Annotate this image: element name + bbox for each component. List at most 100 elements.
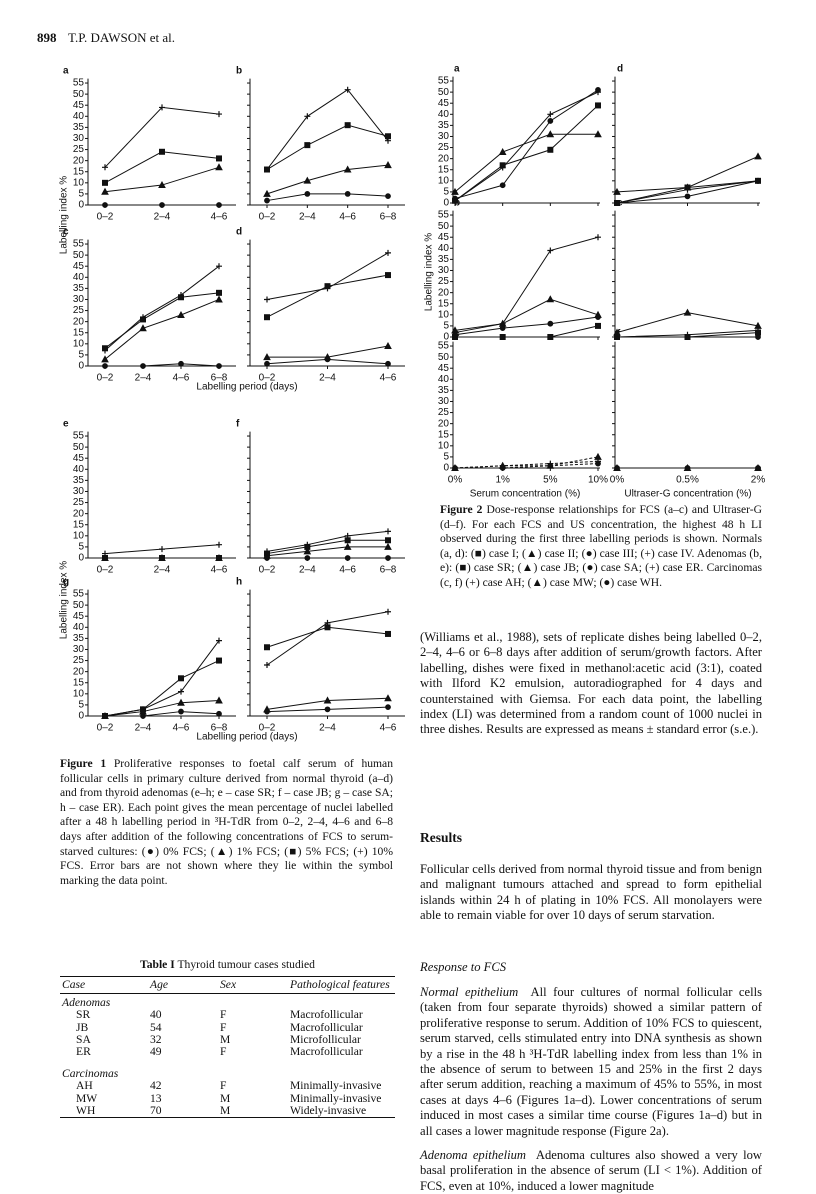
y-tick-label: 20 bbox=[73, 155, 85, 166]
series-line bbox=[266, 89, 389, 170]
x-tick-label: 4–6 bbox=[211, 212, 228, 223]
series-line bbox=[104, 660, 220, 717]
marker-square bbox=[324, 283, 331, 290]
x-tick-label: 5% bbox=[543, 475, 558, 486]
x-axis-title: Labelling period (days) bbox=[196, 732, 297, 743]
marker-plus bbox=[102, 164, 108, 171]
y-tick-label: 30 bbox=[73, 294, 85, 305]
y-tick-label: 0 bbox=[78, 200, 84, 211]
lead: Adenoma epithelium bbox=[420, 1148, 527, 1162]
table-cell: Minimally-invasive bbox=[290, 1091, 382, 1105]
marker-square bbox=[178, 294, 184, 301]
marker-circle bbox=[159, 202, 165, 208]
marker-plus bbox=[159, 546, 165, 553]
y-tick-label: 20 bbox=[73, 316, 85, 327]
marker-circle bbox=[755, 334, 761, 340]
table-cell: F bbox=[220, 1020, 227, 1034]
marker-circle bbox=[140, 713, 146, 719]
table-cell: 70 bbox=[148, 1104, 218, 1119]
marker-circle bbox=[385, 555, 391, 561]
y-tick-label: 55 bbox=[73, 589, 85, 600]
panel-label: b bbox=[236, 66, 242, 77]
marker-triangle bbox=[546, 130, 555, 138]
marker-square bbox=[344, 122, 351, 129]
y-tick-label: 10 bbox=[73, 688, 85, 699]
series-line bbox=[104, 299, 220, 360]
marker-plus bbox=[159, 104, 165, 111]
y-tick-label: 35 bbox=[438, 254, 450, 265]
marker-square bbox=[140, 316, 146, 323]
marker-triangle bbox=[177, 310, 185, 318]
marker-triangle bbox=[158, 180, 166, 189]
marker-circle bbox=[102, 363, 108, 369]
series-line bbox=[454, 133, 598, 193]
y-tick-label: 25 bbox=[73, 144, 85, 155]
table-title: Table I Thyroid tumour cases studied bbox=[60, 958, 395, 973]
panel-label: c bbox=[63, 227, 69, 238]
y-tick-label: 20 bbox=[438, 153, 450, 164]
marker-plus bbox=[595, 89, 601, 96]
y-tick-label: 25 bbox=[438, 407, 450, 418]
marker-circle bbox=[159, 555, 165, 561]
x-tick-label: 0–2 bbox=[97, 373, 114, 384]
paragraph: Follicular cells derived from normal thy… bbox=[420, 862, 762, 923]
marker-square bbox=[216, 289, 222, 296]
marker-circle bbox=[684, 465, 691, 471]
paragraph: Adenoma epithelium Adenoma cultures also… bbox=[420, 1148, 762, 1194]
y-tick-label: 25 bbox=[73, 497, 85, 508]
y-tick-label: 35 bbox=[438, 120, 450, 131]
marker-circle bbox=[614, 465, 620, 471]
series-line bbox=[455, 463, 599, 469]
marker-plus bbox=[264, 661, 270, 668]
marker-circle bbox=[547, 320, 554, 327]
marker-triangle bbox=[263, 353, 271, 361]
y-tick-label: 45 bbox=[438, 98, 450, 109]
y-tick-label: 0 bbox=[443, 198, 449, 209]
table-cell: M bbox=[218, 1104, 288, 1119]
panel-label: d bbox=[236, 227, 242, 238]
y-tick-label: 40 bbox=[438, 109, 450, 120]
x-tick-label: 0.5% bbox=[676, 475, 699, 486]
paragraph-text: All four cultures of normal follicular c… bbox=[420, 985, 762, 1138]
marker-triangle bbox=[546, 295, 555, 303]
x-tick-label: 2–4 bbox=[135, 723, 152, 734]
y-tick-label: 30 bbox=[438, 131, 450, 142]
marker-square bbox=[385, 537, 391, 544]
series-line bbox=[266, 164, 389, 195]
x-tick-label: 4–6 bbox=[211, 565, 228, 576]
y-tick-label: 5 bbox=[78, 350, 84, 361]
marker-circle bbox=[499, 182, 506, 189]
marker-circle bbox=[385, 704, 391, 711]
y-tick-label: 20 bbox=[73, 508, 85, 519]
marker-triangle bbox=[343, 165, 352, 173]
marker-square bbox=[547, 334, 554, 340]
table-cell: M bbox=[220, 1091, 231, 1105]
y-tick-label: 0 bbox=[78, 711, 84, 722]
y-axis-title: Labelling index % bbox=[424, 233, 435, 311]
table-cell: 54 bbox=[150, 1020, 162, 1034]
marker-square bbox=[216, 155, 222, 162]
series-line bbox=[104, 106, 220, 168]
y-tick-label: 30 bbox=[438, 396, 450, 407]
y-tick-label: 20 bbox=[73, 666, 85, 677]
marker-square bbox=[159, 148, 165, 155]
x-tick-label: 2% bbox=[751, 475, 766, 486]
y-tick-label: 5 bbox=[443, 452, 449, 463]
table-cell: Macrofollicular bbox=[290, 1045, 363, 1059]
series-line bbox=[266, 252, 389, 300]
marker-plus bbox=[178, 688, 184, 695]
marker-plus bbox=[452, 329, 458, 336]
table-cell: F bbox=[220, 1008, 227, 1022]
table-cell: F bbox=[220, 1079, 227, 1093]
series-line bbox=[104, 292, 220, 349]
y-tick-label: 35 bbox=[73, 283, 85, 294]
y-tick-label: 50 bbox=[438, 221, 450, 232]
y-tick-label: 35 bbox=[73, 475, 85, 486]
marker-plus bbox=[595, 234, 601, 241]
y-tick-label: 25 bbox=[73, 305, 85, 316]
marker-triangle bbox=[384, 542, 392, 550]
table-title-text: Thyroid tumour cases studied bbox=[177, 958, 315, 971]
table-row: Carcinomas bbox=[60, 1058, 395, 1080]
x-tick-label: 4–6 bbox=[173, 373, 190, 384]
